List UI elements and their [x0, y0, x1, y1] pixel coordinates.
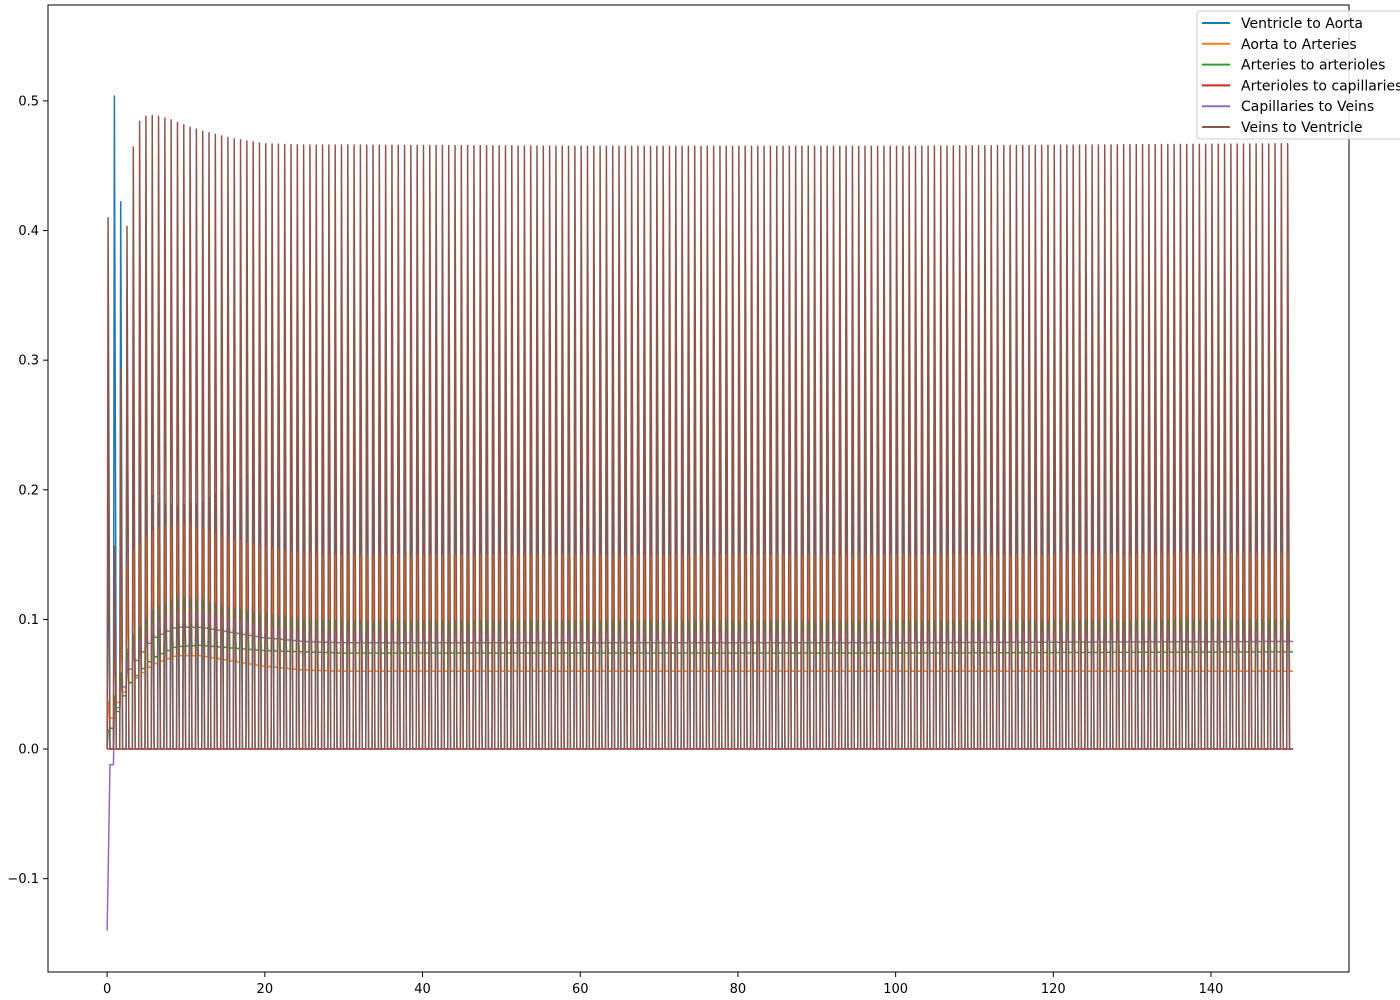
plot-frame — [47, 4, 1350, 973]
legend: Ventricle to Aorta Aorta to Arteries Arter… — [1196, 10, 1400, 140]
y-tick-label: 0.2 — [18, 483, 39, 498]
x-tick-label: 80 — [730, 982, 747, 997]
legend-label: Ventricle to Aorta — [1241, 16, 1363, 32]
y-tick-label: 0.0 — [18, 743, 39, 758]
x-tick-label: 20 — [257, 982, 274, 997]
legend-label: Arteries to arterioles — [1241, 58, 1385, 74]
series-layer — [106, 95, 1294, 931]
legend-label: Veins to Ventricle — [1241, 120, 1362, 136]
legend-box — [1196, 10, 1400, 140]
y-tick-label: 0.3 — [18, 354, 39, 369]
y-tick-label: −0.1 — [7, 872, 39, 887]
series-line-5 — [106, 114, 1294, 750]
y-tick-label: 0.4 — [18, 224, 39, 239]
legend-label: Capillaries to Veins — [1241, 99, 1374, 115]
y-tick-label: 0.5 — [18, 94, 39, 109]
x-tick-label: 120 — [1041, 982, 1066, 997]
x-tick-label: 100 — [883, 982, 908, 997]
legend-label: Arterioles to capillaries — [1241, 78, 1400, 94]
x-tick-label: 40 — [414, 982, 431, 997]
y-axis: −0.1 0.0 0.1 0.2 0.3 0.4 0.5 — [7, 94, 48, 887]
x-tick-label: 60 — [572, 982, 589, 997]
x-tick-label: 140 — [1199, 982, 1224, 997]
legend-label: Aorta to Arteries — [1241, 37, 1357, 53]
x-axis: 0 20 40 60 80 100 120 140 — [103, 972, 1223, 997]
x-tick-label: 0 — [103, 982, 111, 997]
y-tick-label: 0.1 — [18, 613, 39, 628]
